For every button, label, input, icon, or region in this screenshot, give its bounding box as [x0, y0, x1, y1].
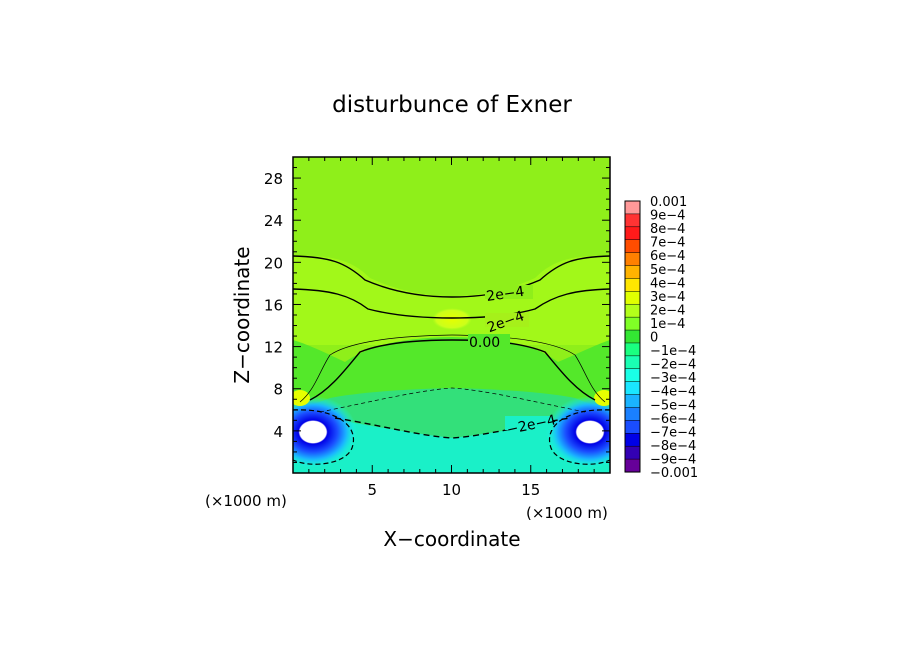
colorbar-label: 4e−4: [650, 276, 685, 291]
x-tick-label: 15: [521, 481, 540, 499]
colorbar-swatch: [624, 316, 641, 331]
colorbar-swatch: [624, 291, 641, 305]
side-yellow-left: [293, 390, 310, 406]
colorbar-swatch: [624, 252, 641, 267]
y-tick-label: 28: [264, 170, 283, 188]
colorbar-label: 0.001: [650, 195, 687, 210]
colorbar-label: 7e−4: [650, 236, 685, 251]
colorbar-label: −0.001: [650, 466, 698, 481]
contour-vortex-right: [548, 409, 610, 465]
colorbar-label: −7e−4: [650, 425, 696, 440]
colorbar-label: −9e−4: [650, 452, 696, 467]
colorbar-swatch: [624, 226, 641, 241]
y-axis-ticks: 4 8 12 16 20 24 28: [264, 167, 610, 463]
colorbar-label: 8e−4: [650, 222, 685, 237]
colorbar-swatch: [624, 239, 641, 254]
colorbar: 0.0019e−48e−47e−46e−45e−44e−43e−42e−41e−…: [624, 195, 698, 481]
colorbar-label: −8e−4: [650, 439, 696, 454]
colorbar-label: −2e−4: [650, 358, 696, 373]
colorbar-label: 2e−4: [650, 303, 685, 318]
colorbar-label: 5e−4: [650, 263, 685, 278]
y-tick-label: 4: [273, 423, 283, 441]
colorbar-label: 1e−4: [650, 317, 685, 332]
colorbar-swatch: [624, 458, 641, 473]
colorbar-swatch: [624, 303, 641, 318]
colorbar-swatch: [624, 329, 641, 344]
colorbar-label: 6e−4: [650, 249, 685, 264]
colorbar-frame: [624, 200, 641, 473]
vortex-left: [293, 396, 357, 468]
colorbar-label: −1e−4: [650, 344, 696, 359]
colorbar-swatch: [624, 355, 641, 370]
colorbar-label: 9e−4: [650, 209, 685, 224]
colorbar-swatch: [624, 445, 641, 460]
x-unit-label-left: (×1000 m): [205, 492, 287, 510]
chart-title: disturbunce of Exner: [332, 92, 572, 118]
contour-line-zero: [309, 339, 596, 401]
colorbar-label: −6e−4: [650, 412, 696, 427]
y-tick-label: 24: [264, 212, 283, 230]
field-center-blob: [432, 308, 472, 330]
colorbar-swatch: [624, 265, 641, 279]
colorbar-swatch: [624, 200, 641, 215]
colorbar-label: 3e−4: [650, 290, 685, 305]
colorbar-swatch: [624, 433, 641, 447]
x-axis-ticks: 5 10 15: [308, 157, 595, 499]
contour-line-dashed-thin: [319, 387, 586, 413]
x-unit-label-right: (×1000 m): [526, 504, 608, 522]
side-yellow-right: [594, 390, 610, 406]
contour-label: 2e−4: [485, 284, 525, 305]
colorbar-swatch: [624, 381, 641, 396]
y-tick-label: 20: [264, 254, 283, 272]
contour-line-2e4: [293, 288, 610, 319]
colorbar-label: −3e−4: [650, 371, 696, 386]
y-tick-label: 8: [273, 381, 283, 399]
colorbar-swatch: [624, 213, 641, 228]
x-axis-label: X−coordinate: [383, 527, 520, 551]
contour-line-upper: [293, 255, 610, 298]
plot-area: [293, 157, 610, 473]
colorbar-label: −4e−4: [650, 385, 696, 400]
y-axis-label: Z−coordinate: [230, 246, 254, 383]
contour-label: 0.00: [469, 335, 500, 351]
colorbar-label: −5e−4: [650, 398, 696, 413]
colorbar-label: 0: [650, 331, 658, 346]
colorbar-swatch: [624, 420, 641, 434]
x-tick-label: 10: [442, 481, 461, 499]
colorbar-swatch: [624, 342, 641, 357]
vortex-right: [546, 396, 610, 468]
field-band-upper: [293, 255, 610, 345]
contour-vortex-left: [293, 409, 355, 465]
contour-line-thin-left: [299, 334, 453, 403]
colorbar-swatch: [624, 407, 641, 421]
colorbar-swatch: [624, 278, 641, 292]
colorbar-swatch: [624, 394, 641, 409]
x-tick-label: 5: [367, 481, 377, 499]
y-tick-label: 12: [264, 339, 283, 357]
colorbar-swatch: [624, 368, 641, 383]
y-tick-label: 16: [264, 296, 283, 314]
